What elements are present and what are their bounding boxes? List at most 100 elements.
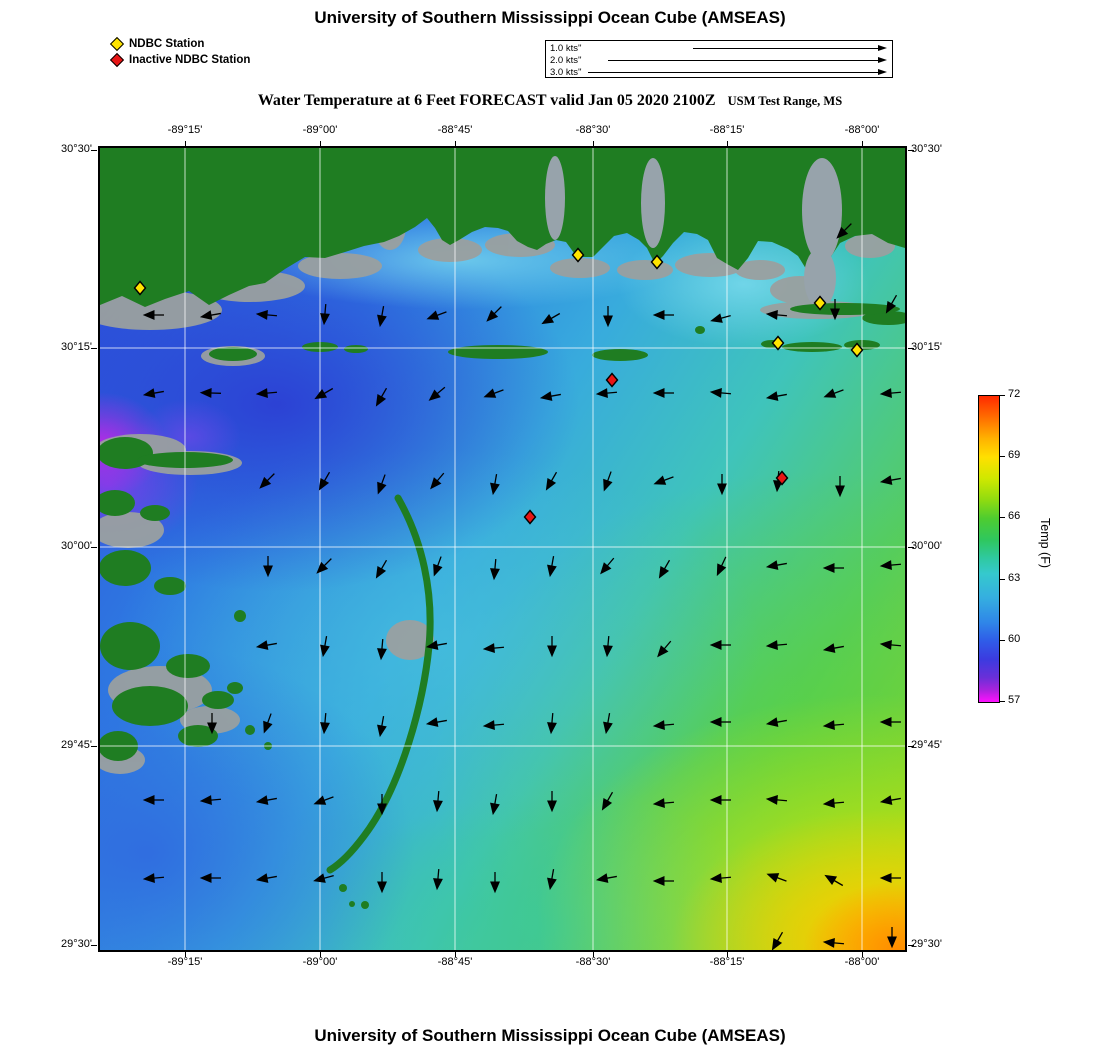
x-axis-label-bottom: -89°15' (167, 956, 203, 968)
arrow-tail (436, 642, 447, 646)
arrowhead-icon (433, 878, 443, 891)
arrowhead-icon (879, 717, 892, 727)
arrowhead-icon (822, 563, 835, 573)
current-vector-arrow (486, 306, 502, 322)
current-vector-arrow (199, 388, 222, 398)
current-vector-arrow (716, 556, 727, 577)
arrowhead-icon (547, 800, 557, 813)
current-vector-arrow (709, 795, 731, 805)
arrowhead-icon (709, 640, 722, 650)
arrow-tail (324, 636, 328, 647)
arrow-tail (324, 712, 327, 724)
arrowhead-icon (879, 388, 892, 398)
arrow-tail (833, 723, 845, 726)
current-vector-arrow (377, 716, 387, 738)
arrowhead-icon (765, 560, 779, 570)
current-vector-arrow (320, 636, 330, 658)
colorbar-tick-label: 69 (1008, 449, 1021, 462)
arrow-tail (323, 387, 334, 395)
arrowhead-icon (377, 314, 387, 328)
arrowhead-icon (547, 564, 557, 578)
colorbar-tick-label: 60 (1008, 632, 1021, 645)
arrow-tail (663, 801, 675, 804)
arrowhead-icon (595, 873, 609, 883)
arrowhead-icon (142, 310, 155, 320)
current-vector-arrow (765, 795, 788, 805)
axis-tick (593, 141, 594, 147)
axis-tick (185, 141, 186, 147)
current-vector-arrow (428, 386, 446, 401)
arrow-tail (551, 556, 555, 567)
arrowhead-icon (199, 795, 212, 805)
current-vector-arrow (255, 310, 278, 320)
arrow-tail (550, 393, 561, 397)
current-vector-arrow (822, 798, 845, 808)
current-vector-arrow (601, 791, 614, 811)
velocity-arrowhead-icon (878, 68, 887, 75)
y-axis-label-right: 30°15' (911, 341, 942, 353)
current-vector-arrow (320, 303, 330, 326)
current-vector-field (142, 223, 902, 950)
current-vector-arrow (717, 474, 727, 496)
axis-tick (91, 945, 97, 946)
y-axis-label-left: 30°30' (61, 143, 92, 155)
current-vector-arrow (490, 474, 500, 496)
arrow-tail (776, 314, 788, 317)
axis-tick (593, 951, 594, 957)
arrow-tail (776, 643, 788, 646)
arrowhead-icon (377, 648, 387, 661)
current-vector-arrow (879, 717, 901, 727)
arrowhead-icon (320, 644, 330, 658)
arrow-tail (323, 875, 334, 879)
arrowhead-icon (879, 873, 892, 883)
x-axis-label-top: -89°15' (167, 124, 203, 136)
current-vector-arrow (314, 387, 334, 400)
x-axis-label-top: -88°00' (844, 124, 880, 136)
subtitle-main: Water Temperature at 6 Feet FORECAST val… (257, 92, 716, 109)
marsh-islands (100, 437, 272, 761)
current-vector-arrow (835, 476, 845, 498)
colorbar-title: Temp (F) (1038, 518, 1052, 568)
arrowhead-icon (836, 226, 849, 239)
current-vector-arrow (885, 294, 898, 314)
map-frame (98, 146, 907, 952)
arrow-tail (323, 558, 332, 567)
arrow-tail (551, 712, 554, 724)
arrowhead-icon (709, 388, 722, 398)
current-vector-arrow (879, 873, 901, 883)
arrow-tail (720, 392, 732, 395)
velocity-label-2kt: 2.0 kts'' (550, 55, 582, 66)
axis-tick (727, 141, 728, 147)
arrowhead-icon (879, 795, 893, 805)
velocity-scale-row: 1.0 kts'' (546, 43, 892, 55)
x-axis-label-top: -88°30' (575, 124, 611, 136)
arrowhead-icon (601, 797, 613, 811)
current-vector-arrow (652, 720, 675, 730)
current-vector-arrow (709, 388, 732, 398)
arrowhead-icon (255, 310, 268, 320)
barrier-islands (209, 303, 905, 361)
axis-tick (908, 945, 914, 946)
arrowhead-icon (425, 717, 439, 727)
arrow-tail (663, 476, 674, 481)
arrow-tail (663, 640, 672, 650)
arrow-tail (380, 559, 388, 570)
arrowhead-icon (600, 562, 612, 575)
arrowhead-icon (709, 873, 722, 883)
arrowhead-icon (375, 393, 387, 407)
arrow-tail (550, 471, 558, 482)
arrow-tail (663, 723, 675, 726)
ndbc-station-marker (571, 247, 585, 263)
arrowhead-icon (314, 388, 328, 400)
current-vector-arrow (603, 471, 613, 492)
arrowhead-icon (320, 313, 330, 326)
velocity-arrowhead-icon (878, 44, 887, 51)
arrow-tail (551, 869, 555, 880)
temperature-colorbar (978, 395, 1000, 703)
arrow-tail (607, 713, 611, 724)
arrow-tail (776, 562, 787, 566)
arrowhead-icon (259, 476, 272, 489)
arrowhead-icon (658, 565, 670, 579)
arrowhead-icon (765, 640, 778, 650)
graticule-grid (100, 148, 905, 950)
